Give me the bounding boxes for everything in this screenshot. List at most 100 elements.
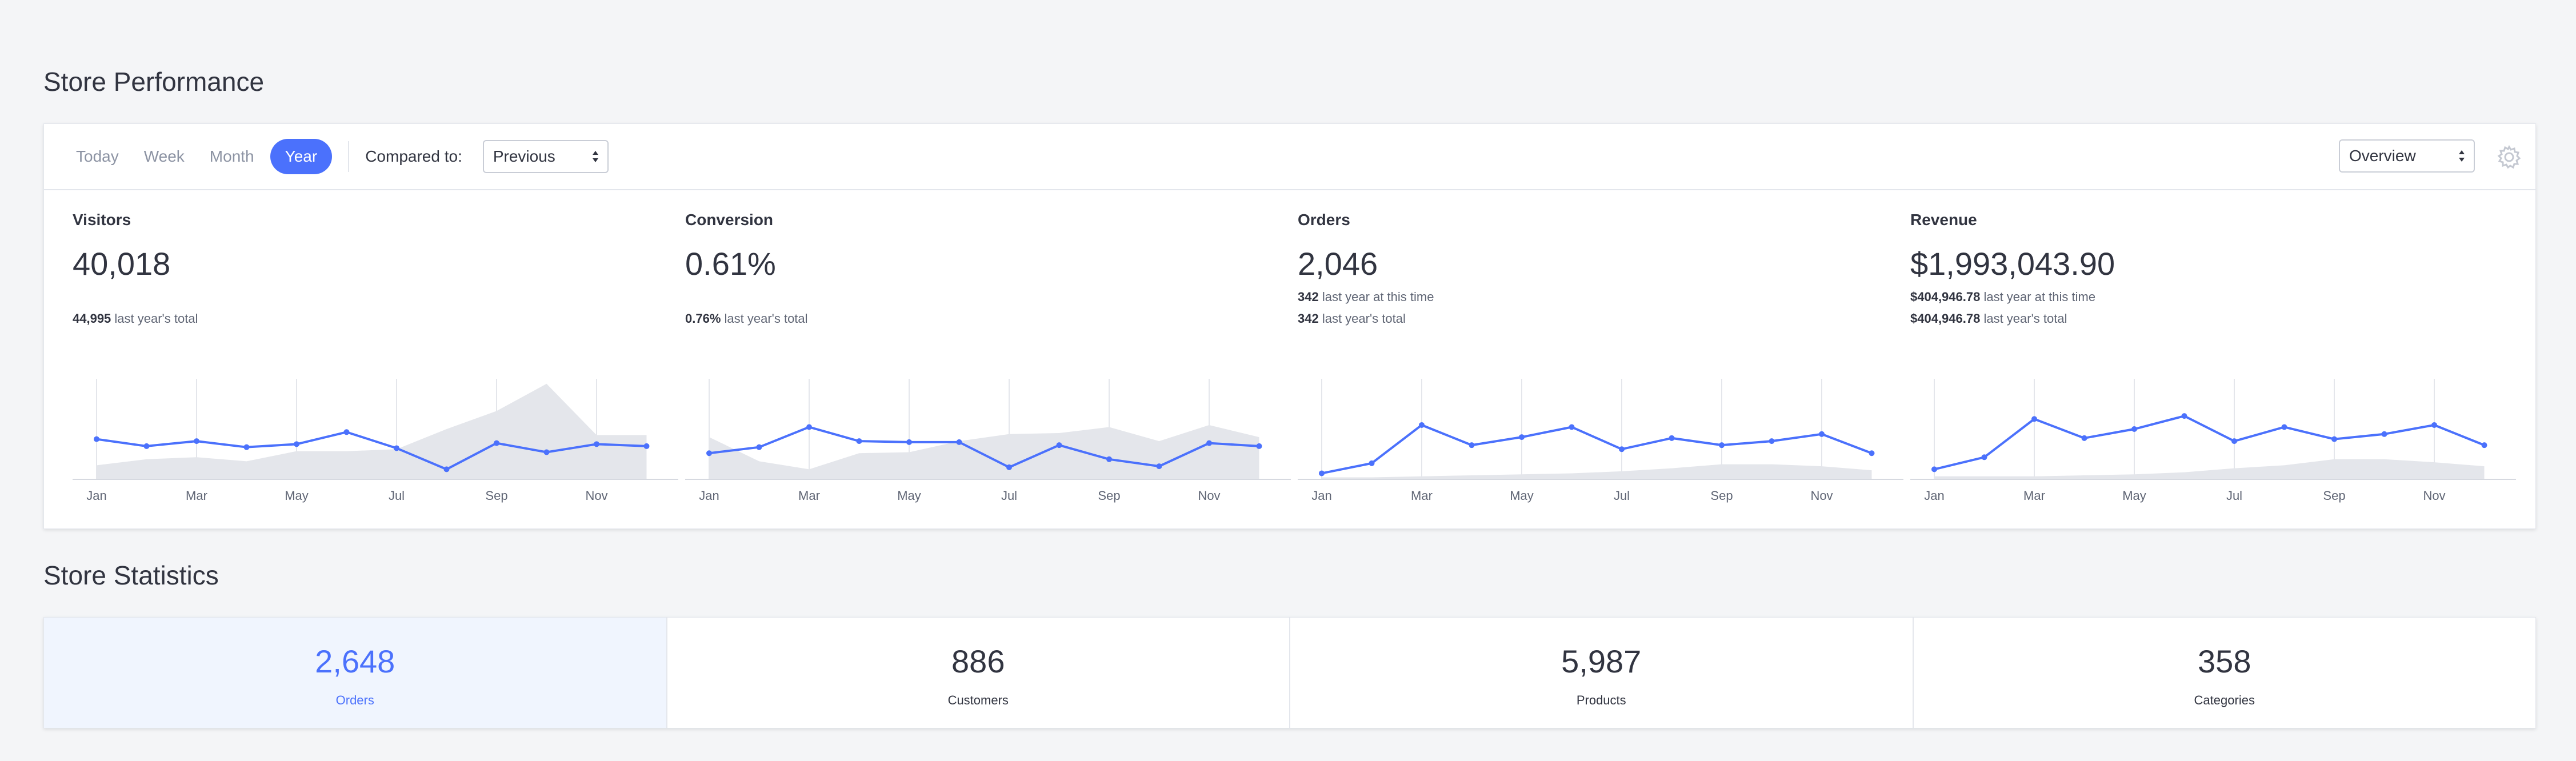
x-tick-label: Jan [86, 488, 106, 503]
view-select[interactable]: Overview [2339, 139, 2475, 173]
sub-value: $404,946.78 [1910, 311, 1981, 326]
select-arrows-icon [2459, 150, 2465, 162]
performance-toolbar: Today Week Month Year Compared to: Previ… [44, 124, 2535, 190]
store-statistics-title: Store Statistics [43, 560, 219, 590]
data-point [643, 443, 650, 449]
metric-value: $1,993,043.90 [1910, 246, 2115, 282]
data-point [1719, 442, 1725, 448]
metric-revenue: Revenue $1,993,043.90 $404,946.78 last y… [1910, 190, 2523, 527]
x-tick-label: Sep [485, 488, 507, 503]
tab-today[interactable]: Today [76, 147, 119, 165]
data-point [1369, 460, 1375, 466]
data-point [2281, 424, 2287, 430]
data-point [94, 436, 99, 442]
data-point [2081, 435, 2087, 441]
x-tick-label: Nov [1198, 488, 1220, 503]
metric-orders: Orders 2,046 342 last year at this time … [1298, 190, 1910, 527]
current-period-line [1934, 414, 2485, 471]
sub-text: last year's total [111, 311, 198, 326]
x-tick-label: Mar [1411, 488, 1433, 503]
x-tick-label: Sep [1098, 488, 1120, 503]
x-tick-label: Jul [2226, 488, 2242, 503]
x-tick-label: Nov [1810, 488, 1833, 503]
data-point [1619, 446, 1625, 452]
stat-orders[interactable]: 2,648 Orders [44, 618, 667, 728]
metric-value: 40,018 [73, 246, 171, 282]
data-point [143, 443, 150, 449]
data-point [1056, 442, 1062, 448]
tab-month[interactable]: Month [209, 147, 254, 165]
x-tick-label: Sep [1710, 488, 1733, 503]
select-arrows-icon [592, 151, 598, 162]
data-point [956, 439, 962, 445]
data-point [1669, 435, 1675, 441]
x-tick-label: Nov [585, 488, 607, 503]
metric-conversion: Conversion 0.61% 0.76% last year's total… [685, 190, 1298, 527]
tab-week[interactable]: Week [143, 147, 185, 165]
data-point [706, 450, 712, 456]
data-point [1206, 440, 1212, 446]
compared-to-label: Compared to: [365, 147, 462, 165]
x-tick-label: Jul [1001, 488, 1017, 503]
data-point [806, 424, 812, 430]
data-point [2381, 431, 2387, 437]
metric-label: Revenue [1910, 211, 1977, 229]
x-tick-label: Jan [699, 488, 719, 503]
data-point [1319, 470, 1325, 476]
x-tick-label: Jan [1924, 488, 1944, 503]
data-point [1519, 434, 1525, 440]
data-point [594, 441, 599, 447]
data-point [1769, 438, 1775, 444]
view-select-value: Overview [2349, 147, 2416, 165]
stat-label: Customers [947, 693, 1009, 707]
sub-value: 0.76% [685, 311, 721, 326]
x-tick-label: Mar [798, 488, 820, 503]
sub-text: last year's total [721, 311, 808, 326]
metric-value: 2,046 [1298, 246, 1378, 282]
current-period-line [709, 426, 1259, 469]
gear-icon[interactable] [2497, 145, 2522, 170]
metric-label: Visitors [73, 211, 131, 229]
x-tick-label: Nov [2423, 488, 2445, 503]
stat-label: Products [1576, 693, 1626, 707]
sub-text: last year's total [1318, 311, 1406, 326]
stat-customers[interactable]: 886 Customers [667, 618, 1290, 728]
data-point [194, 438, 199, 444]
data-point [543, 449, 550, 455]
data-point [443, 466, 450, 472]
stat-products[interactable]: 5,987 Products [1290, 618, 1914, 728]
data-point [1006, 464, 1012, 470]
metric-label: Orders [1298, 211, 1350, 229]
sub-value: 342 [1298, 311, 1319, 326]
data-point [906, 439, 912, 445]
x-tick-label: May [897, 488, 921, 503]
metric-sub: 44,995 last year's total [73, 311, 198, 326]
metric-label: Conversion [685, 211, 774, 229]
tab-year[interactable]: Year [270, 139, 333, 174]
store-performance-panel: Today Week Month Year Compared to: Previ… [43, 123, 2536, 529]
metric-sub: 0.76% last year's total [685, 311, 808, 326]
metric-sub: 342 last year at this time [1298, 290, 1434, 305]
metric-visitors: Visitors 40,018 44,995 last year's total… [73, 190, 685, 527]
current-period-line [1321, 423, 1873, 475]
data-point [2181, 413, 2187, 419]
stat-categories[interactable]: 358 Categories [1914, 618, 2536, 728]
data-point [394, 445, 399, 451]
metric-value: 0.61% [685, 246, 776, 282]
data-point [343, 429, 350, 435]
stat-label: Categories [2194, 693, 2255, 707]
data-point [1256, 443, 1262, 449]
data-point [1156, 463, 1162, 470]
x-tick-label: May [2122, 488, 2146, 503]
sub-value: $404,946.78 [1910, 290, 1981, 304]
data-point [2481, 442, 2487, 448]
metrics-row: Visitors 40,018 44,995 last year's total… [44, 190, 2535, 527]
compared-to-select[interactable]: Previous [482, 140, 609, 173]
data-point [1931, 466, 1937, 472]
sub-value: 44,995 [73, 311, 111, 326]
x-tick-label: Jul [1614, 488, 1630, 503]
compared-to-value: Previous [493, 147, 555, 165]
stat-value: 358 [2198, 643, 2251, 679]
data-point [2031, 416, 2037, 422]
data-point [2431, 422, 2437, 428]
